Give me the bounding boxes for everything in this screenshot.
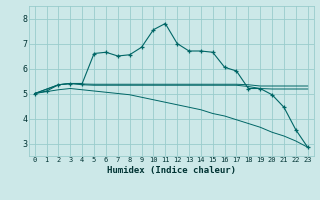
X-axis label: Humidex (Indice chaleur): Humidex (Indice chaleur) — [107, 166, 236, 175]
